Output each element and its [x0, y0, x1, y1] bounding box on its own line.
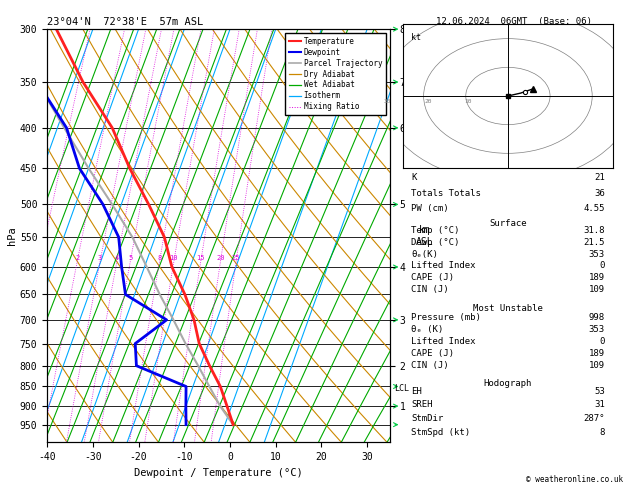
- Text: Temp (°C): Temp (°C): [411, 226, 459, 236]
- Text: © weatheronline.co.uk: © weatheronline.co.uk: [526, 474, 623, 484]
- Text: CAPE (J): CAPE (J): [411, 349, 454, 358]
- Text: 287°: 287°: [583, 414, 605, 423]
- Text: 12.06.2024  06GMT  (Base: 06): 12.06.2024 06GMT (Base: 06): [437, 17, 592, 26]
- X-axis label: Dewpoint / Temperature (°C): Dewpoint / Temperature (°C): [134, 468, 303, 478]
- Text: EH: EH: [411, 387, 421, 396]
- Text: Lifted Index: Lifted Index: [411, 337, 476, 346]
- Text: 8: 8: [157, 255, 162, 261]
- Text: LCL: LCL: [394, 384, 409, 393]
- Text: Lifted Index: Lifted Index: [411, 261, 476, 270]
- Text: 36: 36: [594, 189, 605, 198]
- Text: 2: 2: [75, 255, 79, 261]
- Text: 353: 353: [589, 250, 605, 259]
- Text: 31.8: 31.8: [583, 226, 605, 236]
- Text: CIN (J): CIN (J): [411, 361, 448, 370]
- Y-axis label: km
ASL: km ASL: [416, 225, 434, 246]
- Text: 23°04'N  72°38'E  57m ASL: 23°04'N 72°38'E 57m ASL: [47, 17, 203, 27]
- Text: StmDir: StmDir: [411, 414, 443, 423]
- Text: K: K: [411, 174, 416, 182]
- Text: 109: 109: [589, 361, 605, 370]
- Text: 8: 8: [599, 428, 605, 437]
- Text: 30: 30: [384, 99, 392, 104]
- Text: 21: 21: [594, 174, 605, 182]
- Text: Surface: Surface: [489, 219, 526, 228]
- Text: Most Unstable: Most Unstable: [473, 304, 543, 312]
- Legend: Temperature, Dewpoint, Parcel Trajectory, Dry Adiabat, Wet Adiabat, Isotherm, Mi: Temperature, Dewpoint, Parcel Trajectory…: [286, 33, 386, 115]
- Text: 0: 0: [599, 337, 605, 346]
- Text: 10: 10: [464, 99, 472, 104]
- Text: 15: 15: [196, 255, 205, 261]
- Text: Hodograph: Hodograph: [484, 379, 532, 388]
- Text: CAPE (J): CAPE (J): [411, 273, 454, 282]
- Text: 10: 10: [170, 255, 178, 261]
- Text: 21.5: 21.5: [583, 238, 605, 247]
- Text: 998: 998: [589, 312, 605, 322]
- Text: 20: 20: [216, 255, 225, 261]
- Text: CIN (J): CIN (J): [411, 285, 448, 294]
- Text: 3: 3: [98, 255, 103, 261]
- Text: 4: 4: [115, 255, 119, 261]
- Text: Pressure (mb): Pressure (mb): [411, 312, 481, 322]
- Text: θₑ(K): θₑ(K): [411, 250, 438, 259]
- Text: 0: 0: [599, 261, 605, 270]
- Text: 189: 189: [589, 273, 605, 282]
- Text: 5: 5: [128, 255, 133, 261]
- Text: SREH: SREH: [411, 400, 433, 410]
- Text: 20: 20: [424, 99, 431, 104]
- Text: 25: 25: [232, 255, 240, 261]
- Text: kt: kt: [411, 33, 421, 42]
- Text: 1: 1: [38, 255, 42, 261]
- Text: PW (cm): PW (cm): [411, 204, 448, 213]
- Text: Totals Totals: Totals Totals: [411, 189, 481, 198]
- Text: 109: 109: [589, 285, 605, 294]
- Text: Dewp (°C): Dewp (°C): [411, 238, 459, 247]
- Text: 189: 189: [589, 349, 605, 358]
- Text: 4.55: 4.55: [583, 204, 605, 213]
- Text: 353: 353: [589, 325, 605, 334]
- Y-axis label: hPa: hPa: [7, 226, 17, 245]
- Text: 31: 31: [594, 400, 605, 410]
- Text: 53: 53: [594, 387, 605, 396]
- Text: StmSpd (kt): StmSpd (kt): [411, 428, 470, 437]
- Text: θₑ (K): θₑ (K): [411, 325, 443, 334]
